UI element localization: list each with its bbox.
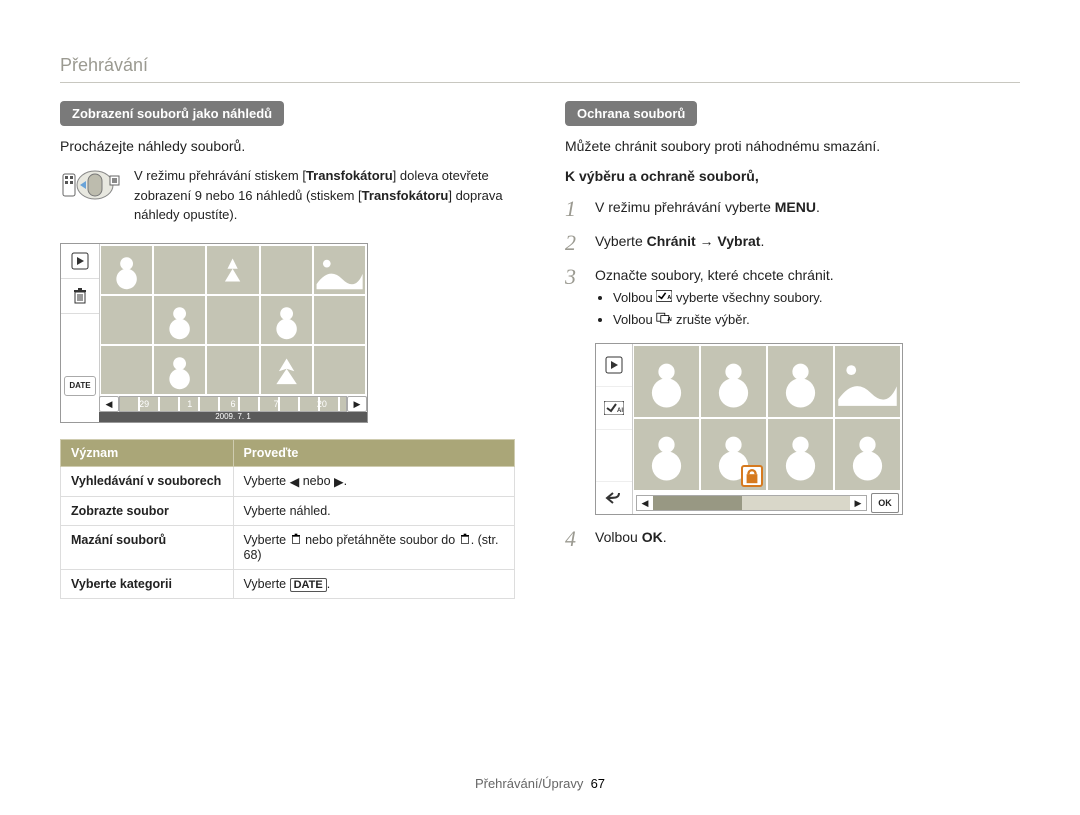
filmstrip: ◀ 29 1 6 7 20 ▶ <box>99 397 367 412</box>
right-subsection: K výběru a ochraně souborů, <box>565 166 1020 186</box>
section-divider <box>60 82 1020 83</box>
protect-scrollbar[interactable]: ◀ ▶ <box>636 495 867 511</box>
step-2: 2 Vyberte Chránit → Vybrat. <box>565 231 1020 255</box>
lock-icon <box>741 465 763 487</box>
filmstrip-next[interactable]: ▶ <box>347 396 367 412</box>
deselect-icon: All <box>656 311 672 330</box>
scroll-prev-icon[interactable]: ◀ <box>637 498 653 509</box>
page-footer: Přehrávání/Úpravy 67 <box>0 776 1080 791</box>
arrow-left-icon: ◀ <box>290 474 300 489</box>
table-header-action: Proveďte <box>233 439 514 466</box>
back-icon[interactable] <box>596 481 632 514</box>
thumbnail-screen: DATE <box>60 243 368 423</box>
actions-table: Význam Proveďte Vyhledávání v souborech … <box>60 439 515 599</box>
thumb-sidebar: DATE <box>61 244 100 422</box>
table-row: Vyhledávání v souborech Vyberte ◀ nebo ▶… <box>61 466 515 496</box>
section-heading: Přehrávání <box>60 55 1020 76</box>
filmstrip-date: 2009. 7. 1 <box>99 412 367 422</box>
filmstrip-prev[interactable]: ◀ <box>99 396 119 412</box>
bullet-deselect: Volbou All zrušte výběr. <box>613 311 1020 330</box>
thumbnail-grid <box>99 244 367 396</box>
play-icon[interactable] <box>61 244 99 279</box>
step-number: 3 <box>565 265 583 289</box>
select-all-icon[interactable]: All <box>596 387 632 430</box>
protect-screen: All <box>595 343 903 515</box>
step-3: 3 Označte soubory, které chcete chránit.… <box>565 265 1020 333</box>
left-subhead: Zobrazení souborů jako náhledů <box>60 101 284 126</box>
step-number: 4 <box>565 527 583 551</box>
transfokator-note: V režimu přehrávání stiskem [Transfokáto… <box>60 166 515 225</box>
step-number: 1 <box>565 197 583 221</box>
bullet-select-all: Volbou All vyberte všechny soubory. <box>613 289 1020 308</box>
date-badge-icon: DATE <box>290 578 327 592</box>
svg-text:All: All <box>617 408 624 414</box>
play-icon[interactable] <box>596 344 632 387</box>
table-row: Vyberte kategorii Vyberte DATE. <box>61 570 515 599</box>
date-button[interactable]: DATE <box>64 376 96 396</box>
right-intro: Můžete chránit soubory proti náhodnému s… <box>565 136 1020 156</box>
left-intro: Procházejte náhledy souborů. <box>60 136 515 156</box>
step-4: 4 Volbou OK. <box>565 527 1020 551</box>
right-column: Ochrana souborů Můžete chránit soubory p… <box>565 101 1020 599</box>
select-all-icon: All <box>656 289 672 308</box>
table-row: Zobrazte soubor Vyberte náhled. <box>61 497 515 526</box>
arrow-right-icon: ▶ <box>334 474 344 489</box>
trash-icon <box>290 533 302 548</box>
filmstrip-track[interactable]: 29 1 6 7 20 <box>119 396 347 412</box>
ok-label: OK <box>642 529 663 545</box>
table-header-meaning: Význam <box>61 439 234 466</box>
scroll-next-icon[interactable]: ▶ <box>850 498 866 509</box>
left-column: Zobrazení souborů jako náhledů Procházej… <box>60 101 515 599</box>
trash-icon[interactable] <box>61 279 99 314</box>
right-subhead: Ochrana souborů <box>565 101 697 126</box>
trash-icon <box>459 533 471 548</box>
ok-button[interactable]: OK <box>871 493 899 513</box>
lever-icon <box>60 166 122 204</box>
table-row: Mazání souborů Vyberte nebo přetáhněte s… <box>61 526 515 570</box>
menu-icon: MENU <box>775 199 816 215</box>
step-1: 1 V režimu přehrávání vyberte MENU. <box>565 197 1020 221</box>
note-text: V režimu přehrávání stiskem [Transfokáto… <box>134 166 515 225</box>
step-number: 2 <box>565 231 583 255</box>
